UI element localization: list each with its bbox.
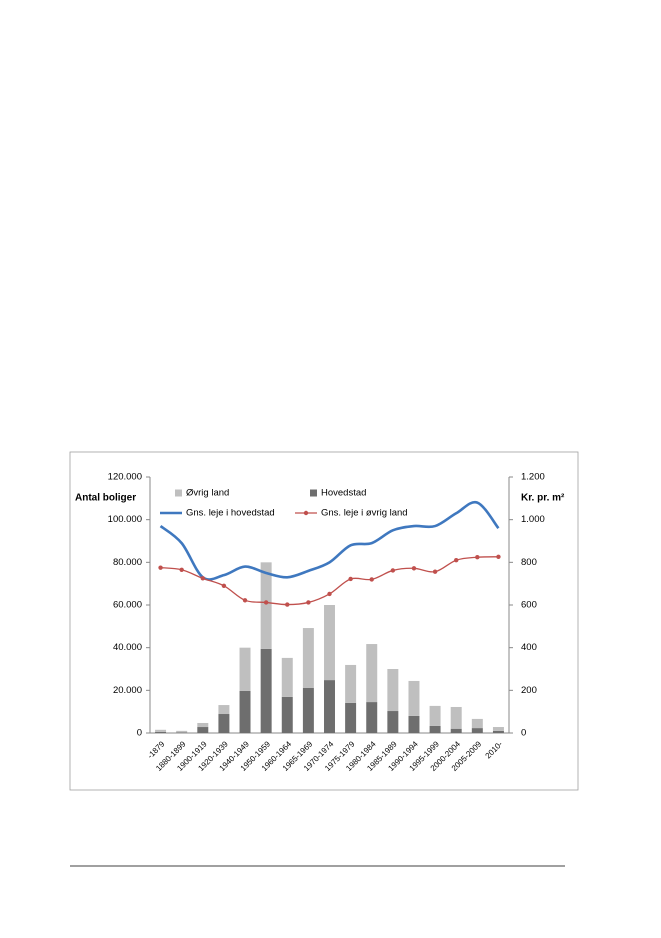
y-axis-label: Antal boliger	[75, 493, 136, 504]
bar-segment	[324, 680, 335, 733]
y2-tick-label: 200	[521, 685, 537, 696]
y-tick-label: 40.000	[113, 642, 142, 653]
line-marker	[348, 576, 353, 582]
y-tick-label: 20.000	[113, 685, 142, 696]
bar-segment	[345, 702, 357, 733]
y-tick-label: 100.000	[108, 514, 142, 525]
line-marker	[390, 568, 396, 573]
y2-tick-label: 800	[521, 557, 537, 568]
legend-swatch	[310, 489, 317, 497]
legend-swatch	[175, 489, 182, 497]
chart-frame	[69, 451, 579, 791]
legend-label: Gns. leje i hovedstad	[186, 508, 275, 519]
bar-segment	[492, 730, 504, 733]
legend-marker	[303, 510, 309, 516]
bar-segment	[471, 728, 483, 733]
bar-segment	[408, 680, 420, 716]
bar-segment	[155, 729, 167, 732]
line-marker	[432, 569, 438, 574]
legend-label: Øvrig land	[186, 488, 229, 499]
bar-segment	[387, 669, 399, 712]
line-marker	[200, 576, 205, 581]
bar-segment	[450, 728, 462, 733]
bar-segment	[302, 628, 314, 688]
bar-segment	[260, 562, 272, 649]
line-marker	[221, 583, 227, 588]
bar-segment	[324, 605, 335, 681]
line-marker	[179, 567, 184, 572]
y2-tick-label: 0	[521, 728, 526, 739]
y-tick-label: 120.000	[108, 472, 142, 483]
line-marker	[411, 566, 417, 571]
bar-segment	[176, 730, 188, 733]
line-marker	[158, 565, 163, 570]
y2-tick-label: 1.000	[521, 514, 545, 525]
line-marker	[306, 600, 311, 605]
bar-segment	[218, 714, 230, 733]
legend-label: Gns. leje i øvrig land	[321, 508, 408, 519]
bar-segment	[218, 705, 230, 715]
bar-segment	[239, 690, 251, 733]
y2-axis-label: Kr. pr. m²	[521, 493, 565, 504]
y2-tick-label: 600	[521, 600, 537, 611]
x-tick-label: 2010-	[484, 739, 505, 760]
bar-segment	[429, 725, 441, 733]
line-marker	[369, 577, 374, 582]
line-marker	[327, 591, 332, 597]
bar-segment	[387, 711, 399, 733]
y2-tick-label: 1.200	[521, 472, 545, 483]
bar-segment	[471, 718, 483, 729]
bar-segment	[408, 715, 420, 733]
y2-tick-label: 400	[521, 642, 537, 653]
bar-segment	[260, 648, 272, 733]
line-series	[160, 556, 499, 606]
bar-segment	[450, 706, 462, 729]
line-series	[159, 500, 500, 581]
bar-segment	[197, 727, 209, 733]
line-marker	[242, 598, 248, 603]
bar-segment	[492, 727, 504, 731]
bar-segment	[302, 687, 314, 733]
bar-segment	[429, 705, 441, 726]
line-marker	[475, 555, 480, 560]
bar-segment	[366, 702, 378, 733]
line-marker	[454, 558, 459, 563]
y-tick-label: 80.000	[113, 557, 142, 568]
bar-segment	[366, 644, 378, 703]
bar-segment	[281, 657, 293, 697]
bar-segment	[197, 722, 209, 728]
bar-segment	[281, 696, 293, 733]
legend-label: Hovedstad	[321, 488, 366, 499]
bar-segment	[176, 732, 188, 733]
line-marker	[263, 600, 269, 605]
y-tick-label: 60.000	[113, 600, 142, 611]
line-marker	[285, 602, 290, 607]
line-marker	[496, 554, 501, 559]
bar-segment	[155, 731, 167, 733]
bar-segment	[239, 647, 251, 691]
y-tick-label: 0	[137, 728, 142, 739]
bar-segment	[345, 664, 357, 703]
